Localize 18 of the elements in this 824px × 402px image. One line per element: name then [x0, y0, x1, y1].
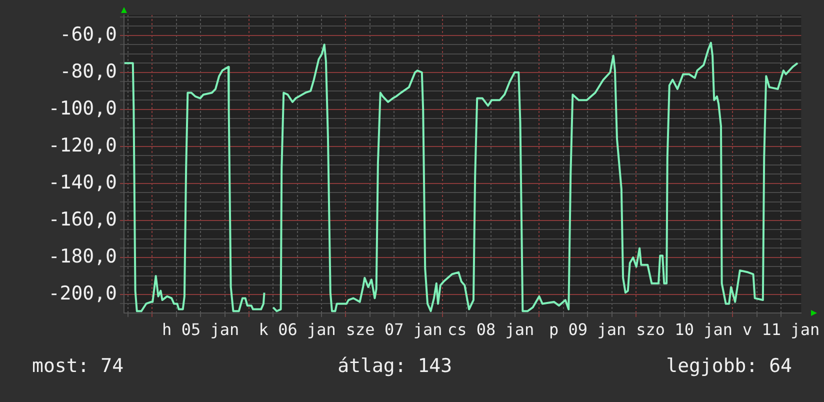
y-tick-label: -100,0 — [48, 97, 117, 120]
x-tick-label: cs 08 jan — [447, 320, 534, 339]
x-tick-label: k 06 jan — [258, 320, 336, 339]
y-tick-label: -200,0 — [48, 282, 117, 304]
text: átlag: 143 — [338, 355, 452, 377]
y-tick-label: -80,0 — [60, 60, 117, 82]
y-tick-label: -160,0 — [48, 208, 117, 230]
y-tick-label: -140,0 — [48, 171, 117, 194]
x-tick-label: p 09 jan — [549, 320, 626, 339]
text: legjobb: 64 — [666, 355, 792, 377]
y-tick-label: -60,0 — [60, 23, 117, 46]
y-tick-label: -120,0 — [48, 134, 117, 156]
x-tick-label: szo 10 jan — [636, 320, 732, 339]
x-tick-label: sze 07 jan — [346, 320, 442, 339]
text: most: 74 — [32, 355, 124, 377]
x-tick-label: h 05 jan — [162, 320, 240, 339]
x-tick-label: v 11 jan — [742, 320, 820, 339]
y-tick-label: -180,0 — [48, 245, 117, 268]
